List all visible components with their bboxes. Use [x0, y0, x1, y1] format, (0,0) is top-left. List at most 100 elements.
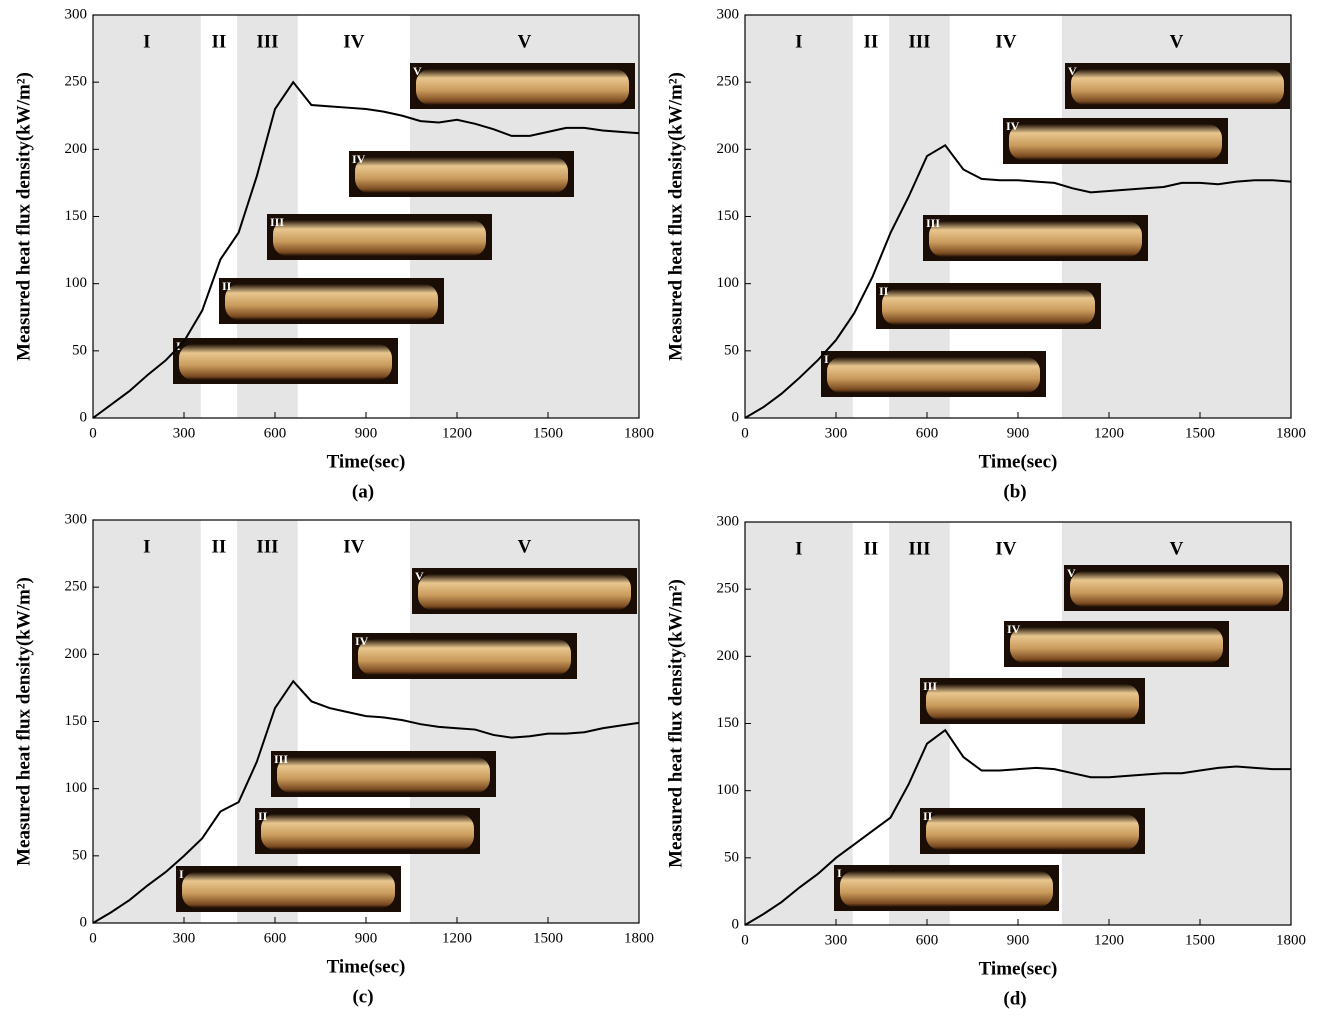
stage-photo: II [255, 808, 480, 854]
y-tick-label: 200 [65, 141, 88, 157]
x-tick-label: 1800 [624, 425, 654, 441]
x-tick-label: 600 [916, 425, 939, 441]
y-tick-label: 300 [65, 511, 88, 527]
photo-image [261, 814, 474, 850]
region-band [745, 522, 853, 925]
region-label: III [908, 538, 930, 559]
photo-image [416, 69, 629, 105]
stage-photo: I [834, 865, 1059, 911]
region-label: V [518, 536, 532, 557]
photo-image [926, 814, 1139, 850]
stage-photo: II [920, 808, 1145, 854]
x-axis-label: Time(sec) [327, 956, 406, 977]
panel-caption: (b) [1003, 481, 1026, 502]
photo-label: IV [1007, 622, 1021, 636]
x-tick-label: 0 [741, 932, 749, 948]
y-tick-label: 300 [717, 6, 740, 22]
stage-photo: I [173, 338, 398, 384]
x-tick-label: 1500 [533, 425, 563, 441]
y-tick-label: 100 [717, 782, 740, 798]
panel-caption: (a) [352, 481, 374, 502]
region-label: I [795, 538, 802, 559]
photo-label: III [270, 215, 284, 229]
x-tick-label: 300 [173, 930, 196, 946]
region-label: II [863, 538, 878, 559]
photo-image [840, 871, 1053, 907]
photo-image [926, 684, 1139, 720]
region-label: IV [343, 31, 364, 52]
photo-label: IV [355, 634, 369, 648]
y-tick-label: 150 [717, 715, 740, 731]
photo-image [827, 357, 1040, 393]
photo-image [358, 639, 571, 675]
y-axis-label: Measured heat flux density(kW/m²) [13, 72, 34, 361]
region-label: IV [995, 538, 1016, 559]
photo-image [418, 574, 631, 610]
x-tick-label: 300 [825, 932, 848, 948]
stage-photo: IV [352, 633, 577, 679]
stage-photo: I [821, 351, 1046, 397]
y-tick-label: 250 [717, 581, 740, 597]
photo-label: I [824, 352, 829, 366]
photo-label: I [179, 867, 184, 881]
stage-photo: IV [1003, 118, 1228, 164]
x-tick-label: 1800 [1276, 932, 1306, 948]
y-tick-label: 0 [80, 914, 88, 930]
region-label: V [518, 31, 532, 52]
region-band [93, 520, 201, 923]
photo-label: III [923, 679, 937, 693]
photo-label: V [1068, 64, 1077, 78]
x-tick-label: 1500 [1185, 425, 1215, 441]
y-tick-label: 300 [65, 6, 88, 22]
data-line [744, 728, 1291, 926]
photo-image [1009, 124, 1222, 160]
photo-label: III [274, 752, 288, 766]
region-label: II [211, 31, 226, 52]
x-tick-label: 600 [264, 425, 287, 441]
x-tick-label: 1800 [624, 930, 654, 946]
x-tick-label: 0 [741, 425, 749, 441]
photo-image [355, 157, 568, 193]
x-tick-label: 900 [1007, 932, 1030, 948]
y-tick-label: 200 [717, 648, 740, 664]
y-tick-label: 50 [72, 342, 87, 358]
x-tick-label: 600 [264, 930, 287, 946]
photo-image [277, 757, 490, 793]
x-axis-label: Time(sec) [979, 451, 1058, 472]
y-tick-label: 100 [65, 780, 88, 796]
x-tick-label: 1200 [442, 425, 472, 441]
region-label: III [256, 31, 278, 52]
y-axis-label: Measured heat flux density(kW/m²) [13, 577, 34, 866]
x-tick-label: 900 [1007, 425, 1030, 441]
x-axis-label: Time(sec) [327, 451, 406, 472]
stage-photo: III [267, 214, 492, 260]
region-label: IV [995, 31, 1016, 52]
y-tick-label: 250 [717, 74, 740, 90]
region-label: IV [343, 536, 364, 557]
data-line [92, 679, 640, 924]
x-tick-label: 300 [173, 425, 196, 441]
stage-photo: II [219, 278, 444, 324]
x-tick-label: 1500 [533, 930, 563, 946]
y-tick-label: 150 [65, 713, 88, 729]
y-tick-label: 150 [65, 208, 88, 224]
stage-photo: IV [1004, 621, 1229, 667]
photo-label: II [923, 809, 933, 823]
y-tick-label: 50 [724, 342, 739, 358]
stage-photo: III [923, 215, 1148, 261]
x-tick-label: 1800 [1276, 425, 1306, 441]
region-label: V [1170, 31, 1184, 52]
y-tick-label: 250 [65, 74, 88, 90]
stage-photo: II [876, 283, 1101, 329]
photo-image [182, 872, 395, 908]
stage-photo: V [1065, 63, 1290, 109]
photo-label: IV [1006, 119, 1020, 133]
stage-photo: V [410, 63, 635, 109]
photo-label: V [413, 64, 422, 78]
y-tick-label: 200 [65, 646, 88, 662]
x-tick-label: 1500 [1185, 932, 1215, 948]
x-tick-label: 1200 [1094, 932, 1124, 948]
y-tick-label: 100 [717, 275, 740, 291]
